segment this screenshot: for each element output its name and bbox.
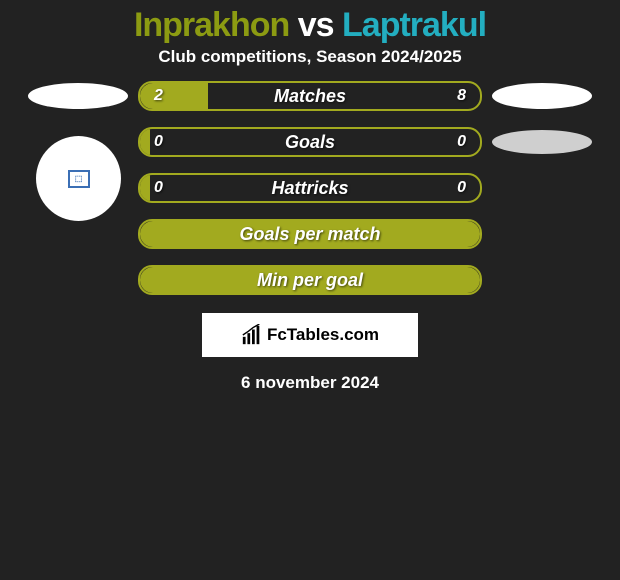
watermark: FcTables.com [202, 313, 418, 357]
comparison-widget: Inprakhon vs Laptrakul Club competitions… [0, 0, 620, 580]
left-side [18, 83, 138, 109]
date-label: 6 november 2024 [0, 373, 620, 393]
stat-bar-goals: 0 Goals 0 [138, 127, 482, 157]
bar-fill [140, 129, 150, 155]
right-side [482, 83, 602, 109]
chart-icon [241, 324, 263, 346]
club-badge: ⬚ [36, 136, 121, 221]
bar-fill [140, 221, 480, 247]
stat-row: Goals per match [0, 221, 620, 247]
player2-club-oval [492, 130, 592, 154]
stat-right-value: 0 [457, 133, 466, 151]
stat-row: Min per goal [0, 267, 620, 293]
player1-photo-oval [28, 83, 128, 109]
vs-separator: vs [298, 6, 334, 44]
stat-bar-matches: 2 Matches 8 [138, 81, 482, 111]
player2-photo-oval [492, 83, 592, 109]
stat-bar-hattricks: 0 Hattricks 0 [138, 173, 482, 203]
right-side [482, 130, 602, 154]
stat-row: ⬚ 0 Goals 0 [0, 129, 620, 155]
page-title: Inprakhon vs Laptrakul [0, 0, 620, 47]
stat-label: Goals [140, 132, 480, 153]
player1-name: Inprakhon [134, 6, 289, 44]
stat-bar-gpm: Goals per match [138, 219, 482, 249]
bar-fill [140, 83, 208, 109]
watermark-text: FcTables.com [267, 325, 379, 345]
stat-left-value: 0 [154, 179, 163, 197]
stat-right-value: 8 [457, 87, 466, 105]
player2-name: Laptrakul [342, 6, 486, 44]
stat-row: 2 Matches 8 [0, 83, 620, 109]
stat-left-value: 2 [154, 87, 163, 105]
bar-fill [140, 175, 150, 201]
subtitle: Club competitions, Season 2024/2025 [0, 47, 620, 83]
badge-icon: ⬚ [68, 170, 90, 188]
stat-right-value: 0 [457, 179, 466, 197]
stat-label: Hattricks [140, 178, 480, 199]
bar-fill [140, 267, 480, 293]
stat-left-value: 0 [154, 133, 163, 151]
stats-rows: 2 Matches 8 ⬚ 0 Goals 0 [0, 83, 620, 293]
stat-bar-mpg: Min per goal [138, 265, 482, 295]
